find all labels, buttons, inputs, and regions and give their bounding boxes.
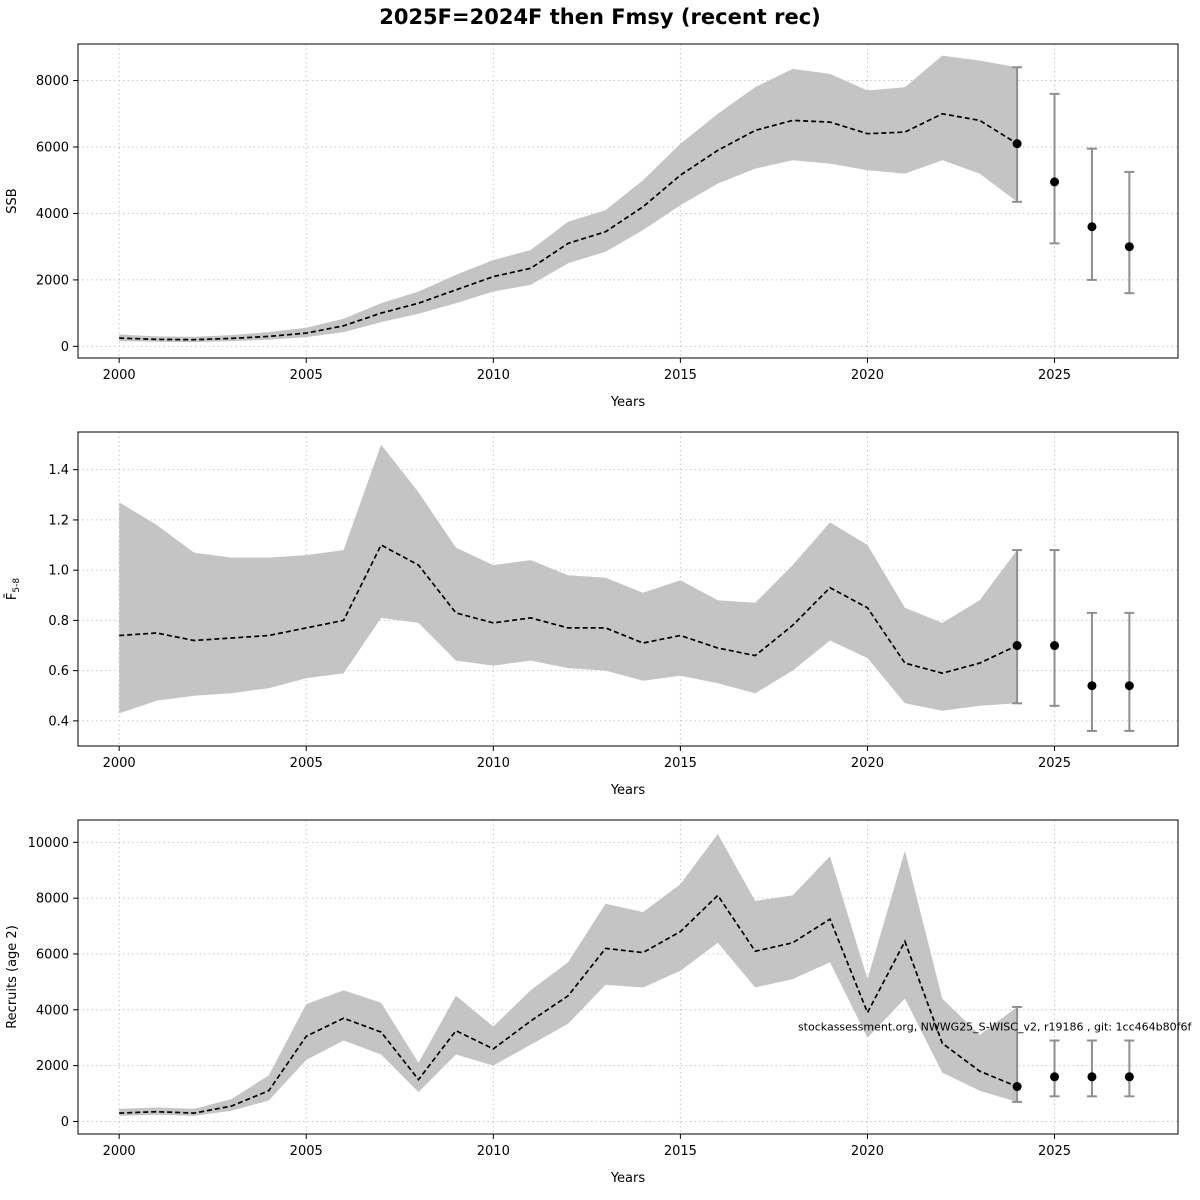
svg-text:2015: 2015 xyxy=(664,756,697,771)
recruits-panel: 2000 2005 2010 2015 2020 2025 0 2000 4000 6000 800… xyxy=(0,806,1200,1194)
svg-text:Years: Years xyxy=(610,395,646,410)
svg-text:0: 0 xyxy=(61,340,69,355)
svg-text:2015: 2015 xyxy=(664,1144,697,1159)
svg-text:2020: 2020 xyxy=(851,368,884,383)
svg-text:2020: 2020 xyxy=(851,1144,884,1159)
stockassessment-annotation: stockassessment.org, NWWG25_S-WISC_v2, r… xyxy=(798,1021,1193,1034)
svg-text:8000: 8000 xyxy=(36,892,69,907)
svg-text:Recruits (age 2): Recruits (age 2) xyxy=(5,925,20,1029)
svg-text:1.2: 1.2 xyxy=(48,513,69,528)
svg-text:0.4: 0.4 xyxy=(48,714,69,729)
svg-text:0.8: 0.8 xyxy=(48,614,69,629)
svg-text:0: 0 xyxy=(61,1115,69,1130)
svg-text:2005: 2005 xyxy=(290,756,323,771)
svg-text:2025: 2025 xyxy=(1038,756,1071,771)
svg-text:6000: 6000 xyxy=(36,947,69,962)
svg-text:1.4: 1.4 xyxy=(48,463,69,478)
svg-text:10000: 10000 xyxy=(28,836,69,851)
svg-text:2005: 2005 xyxy=(290,1144,323,1159)
ssb-chart-svg: 2000 2005 2010 2015 2020 2025 0 2000 4000 6000 800… xyxy=(5,43,1179,410)
svg-text:2000: 2000 xyxy=(36,273,69,288)
svg-text:2025: 2025 xyxy=(1038,1144,1071,1159)
svg-text:2010: 2010 xyxy=(477,756,510,771)
fbar-panel: 2000 2005 2010 2015 2020 2025 0.4 0.6 0.8 1.0 1.2 1… xyxy=(0,418,1200,806)
svg-text:F̄5-8: F̄5-8 xyxy=(5,578,22,600)
svg-text:2015: 2015 xyxy=(664,368,697,383)
svg-text:2005: 2005 xyxy=(290,368,323,383)
svg-text:Years: Years xyxy=(610,1171,646,1186)
svg-text:2010: 2010 xyxy=(477,1144,510,1159)
svg-text:4000: 4000 xyxy=(36,1003,69,1018)
svg-text:SSB: SSB xyxy=(5,188,20,213)
svg-text:8000: 8000 xyxy=(36,74,69,89)
svg-text:1.0: 1.0 xyxy=(48,564,69,579)
ssb-panel: 2000 2005 2010 2015 2020 2025 0 2000 4000 6000 800… xyxy=(0,30,1200,418)
svg-text:2000: 2000 xyxy=(103,368,136,383)
svg-text:2000: 2000 xyxy=(103,756,136,771)
svg-text:Years: Years xyxy=(610,783,646,798)
svg-text:2020: 2020 xyxy=(851,756,884,771)
svg-text:6000: 6000 xyxy=(36,141,69,156)
svg-text:0.6: 0.6 xyxy=(48,664,69,679)
svg-text:2025: 2025 xyxy=(1038,368,1071,383)
svg-text:4000: 4000 xyxy=(36,207,69,222)
fbar-chart-svg: 2000 2005 2010 2015 2020 2025 0.4 0.6 0.8 1.0 1.2 1… xyxy=(5,431,1179,798)
svg-text:2010: 2010 xyxy=(477,368,510,383)
svg-text:2000: 2000 xyxy=(36,1059,69,1074)
chart-title: 2025F=2024F then Fmsy (recent rec) xyxy=(379,5,821,29)
svg-text:2000: 2000 xyxy=(103,1144,136,1159)
recruits-chart-svg: 2000 2005 2010 2015 2020 2025 0 2000 4000 6000 800… xyxy=(5,819,1193,1186)
